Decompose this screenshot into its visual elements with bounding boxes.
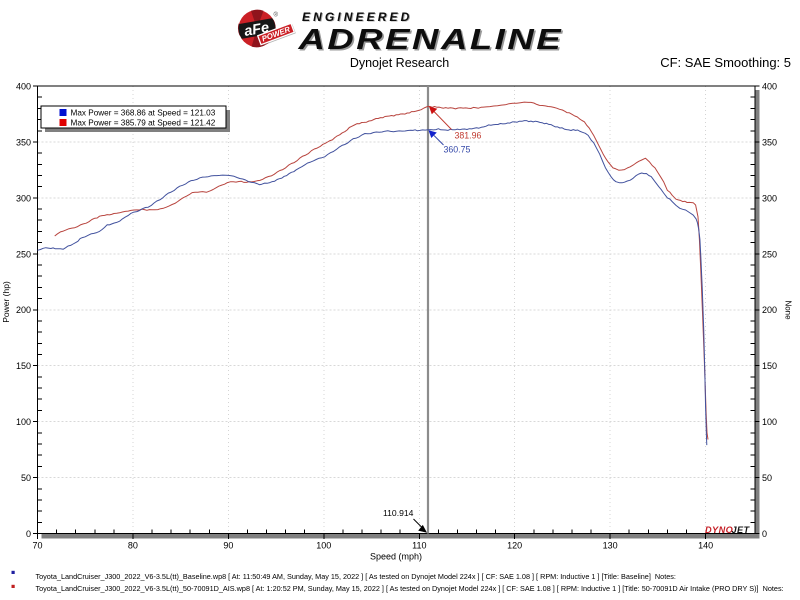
svg-text:ADRENALINE: ADRENALINE <box>299 24 565 56</box>
svg-text:300: 300 <box>762 193 777 203</box>
svg-text:150: 150 <box>16 361 31 371</box>
svg-text:80: 80 <box>128 541 138 551</box>
svg-text:90: 90 <box>223 541 233 551</box>
svg-text:50: 50 <box>21 473 31 483</box>
svg-text:ADRENALINE: ADRENALINE <box>297 23 563 55</box>
svg-text:200: 200 <box>16 305 31 315</box>
svg-text:400: 400 <box>16 82 31 92</box>
svg-text:Max Power = 368.86 at Speed =: Max Power = 368.86 at Speed = 121.03 <box>71 108 216 117</box>
svg-text:250: 250 <box>762 249 777 259</box>
svg-text:100: 100 <box>316 541 331 551</box>
svg-text:120: 120 <box>507 541 522 551</box>
svg-text:381.96: 381.96 <box>455 131 482 141</box>
svg-text:50: 50 <box>762 473 772 483</box>
svg-text:®: ® <box>274 12 279 19</box>
svg-text:100: 100 <box>762 417 777 427</box>
svg-text:110.914: 110.914 <box>383 508 414 518</box>
svg-text:CF: SAE Smoothing: 5: CF: SAE Smoothing: 5 <box>660 55 791 70</box>
svg-text:Power (hp): Power (hp) <box>1 281 11 323</box>
svg-text:250: 250 <box>16 249 31 259</box>
svg-text:Toyota_LandCruiser_J300_2022_V: Toyota_LandCruiser_J300_2022_V6-3.5L(tt)… <box>36 572 676 581</box>
svg-text:130: 130 <box>603 541 618 551</box>
svg-text:360.75: 360.75 <box>444 145 471 155</box>
svg-text:DYNO: DYNO <box>705 525 733 535</box>
svg-text:200: 200 <box>762 305 777 315</box>
svg-text:70: 70 <box>32 541 42 551</box>
svg-text:Toyota_LandCruiser_J300_2022_V: Toyota_LandCruiser_J300_2022_V6-3.5L(tt)… <box>36 584 784 593</box>
svg-text:110: 110 <box>412 541 426 551</box>
svg-text:400: 400 <box>762 82 777 92</box>
svg-text:350: 350 <box>16 137 31 147</box>
svg-text:300: 300 <box>16 193 31 203</box>
svg-text:100: 100 <box>16 417 31 427</box>
svg-text:Dynojet Research: Dynojet Research <box>350 56 449 70</box>
svg-text:ENGINEERED: ENGINEERED <box>302 10 412 24</box>
svg-text:None: None <box>784 300 793 320</box>
svg-text:350: 350 <box>762 137 777 147</box>
svg-text:0: 0 <box>762 529 767 539</box>
svg-text:0: 0 <box>26 529 31 539</box>
svg-text:Max Power = 385.79 at Speed =: Max Power = 385.79 at Speed = 121.42 <box>71 118 216 127</box>
svg-text:150: 150 <box>762 361 777 371</box>
svg-text:Speed (mph): Speed (mph) <box>370 551 422 561</box>
svg-text:ENGINEERED: ENGINEERED <box>303 11 413 25</box>
svg-text:140: 140 <box>698 541 713 551</box>
svg-text:JET: JET <box>732 525 751 535</box>
